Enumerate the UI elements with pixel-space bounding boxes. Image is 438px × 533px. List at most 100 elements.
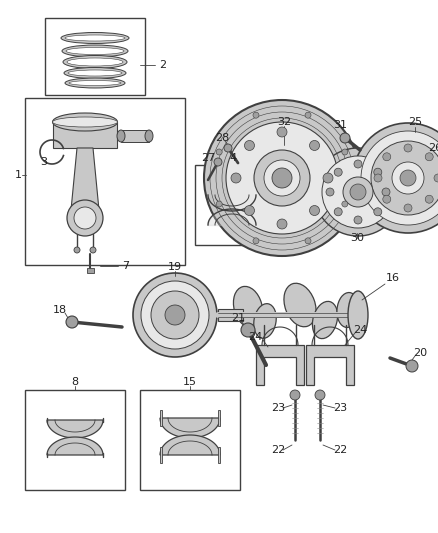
Circle shape — [382, 188, 390, 196]
Text: 32: 32 — [277, 117, 291, 127]
Ellipse shape — [66, 47, 124, 54]
Text: 30: 30 — [350, 233, 364, 243]
Circle shape — [315, 390, 325, 400]
Bar — [218, 410, 220, 426]
Circle shape — [67, 200, 103, 236]
Circle shape — [342, 149, 348, 155]
Ellipse shape — [62, 45, 128, 57]
Circle shape — [334, 208, 342, 216]
Circle shape — [272, 168, 292, 188]
Text: 24: 24 — [353, 325, 367, 335]
Polygon shape — [53, 122, 117, 148]
Bar — [218, 309, 243, 321]
Bar — [160, 410, 162, 426]
Circle shape — [244, 141, 254, 150]
Ellipse shape — [69, 80, 121, 85]
Circle shape — [374, 168, 382, 176]
Bar — [160, 447, 162, 463]
Circle shape — [74, 207, 96, 229]
Circle shape — [165, 305, 185, 325]
Circle shape — [277, 219, 287, 229]
Circle shape — [334, 168, 342, 176]
Ellipse shape — [63, 55, 127, 69]
Ellipse shape — [53, 117, 117, 127]
Circle shape — [133, 273, 217, 357]
Circle shape — [277, 127, 287, 137]
Circle shape — [90, 247, 96, 253]
Circle shape — [254, 150, 310, 206]
Ellipse shape — [67, 58, 123, 66]
Ellipse shape — [284, 283, 316, 327]
Circle shape — [371, 141, 438, 215]
Text: 2: 2 — [159, 60, 166, 70]
Circle shape — [290, 390, 300, 400]
Polygon shape — [47, 420, 103, 438]
Circle shape — [354, 216, 362, 224]
Circle shape — [404, 144, 412, 152]
Circle shape — [353, 123, 438, 233]
Ellipse shape — [312, 301, 338, 338]
Text: 1: 1 — [14, 170, 21, 180]
Text: 23: 23 — [271, 403, 285, 413]
Circle shape — [425, 195, 433, 203]
Text: 26: 26 — [428, 143, 438, 153]
Ellipse shape — [337, 293, 359, 327]
Circle shape — [361, 131, 438, 225]
Text: 31: 31 — [333, 120, 347, 130]
Circle shape — [310, 206, 320, 215]
Bar — [195, 165, 270, 245]
Circle shape — [204, 100, 360, 256]
Ellipse shape — [65, 78, 125, 88]
Text: 22: 22 — [271, 445, 285, 455]
Circle shape — [74, 247, 80, 253]
Circle shape — [342, 201, 348, 207]
Circle shape — [151, 291, 199, 339]
Ellipse shape — [117, 130, 125, 142]
Circle shape — [383, 153, 391, 161]
Circle shape — [400, 170, 416, 186]
Ellipse shape — [348, 291, 368, 339]
Circle shape — [244, 206, 254, 215]
Text: 20: 20 — [413, 348, 427, 358]
Circle shape — [354, 160, 362, 168]
Ellipse shape — [68, 70, 122, 76]
Circle shape — [305, 112, 311, 118]
Text: 25: 25 — [408, 117, 422, 127]
Circle shape — [224, 144, 232, 152]
Circle shape — [406, 360, 418, 372]
Bar — [87, 268, 94, 273]
Polygon shape — [306, 345, 354, 385]
Text: 28: 28 — [215, 133, 229, 143]
Circle shape — [216, 201, 222, 207]
Ellipse shape — [64, 68, 126, 78]
Circle shape — [425, 153, 433, 161]
Text: 15: 15 — [183, 377, 197, 387]
Circle shape — [374, 174, 382, 182]
Ellipse shape — [61, 33, 129, 44]
Bar — [25, 390, 125, 490]
Bar — [140, 390, 240, 490]
Bar — [25, 98, 185, 265]
Circle shape — [374, 208, 382, 216]
Polygon shape — [160, 418, 220, 438]
Circle shape — [264, 160, 300, 196]
Text: 24: 24 — [248, 332, 262, 342]
Circle shape — [343, 177, 373, 207]
Circle shape — [231, 173, 241, 183]
Text: 23: 23 — [333, 403, 347, 413]
Circle shape — [214, 158, 222, 166]
Circle shape — [253, 112, 259, 118]
Ellipse shape — [254, 304, 276, 338]
Circle shape — [392, 162, 424, 194]
Ellipse shape — [145, 130, 153, 142]
Ellipse shape — [53, 113, 117, 131]
Polygon shape — [47, 437, 103, 455]
Text: 7: 7 — [123, 261, 130, 271]
Circle shape — [383, 195, 391, 203]
Circle shape — [310, 141, 320, 150]
Text: 19: 19 — [168, 262, 182, 272]
Circle shape — [404, 204, 412, 212]
Text: 27: 27 — [201, 153, 215, 163]
Bar — [45, 18, 145, 95]
Circle shape — [226, 122, 338, 234]
